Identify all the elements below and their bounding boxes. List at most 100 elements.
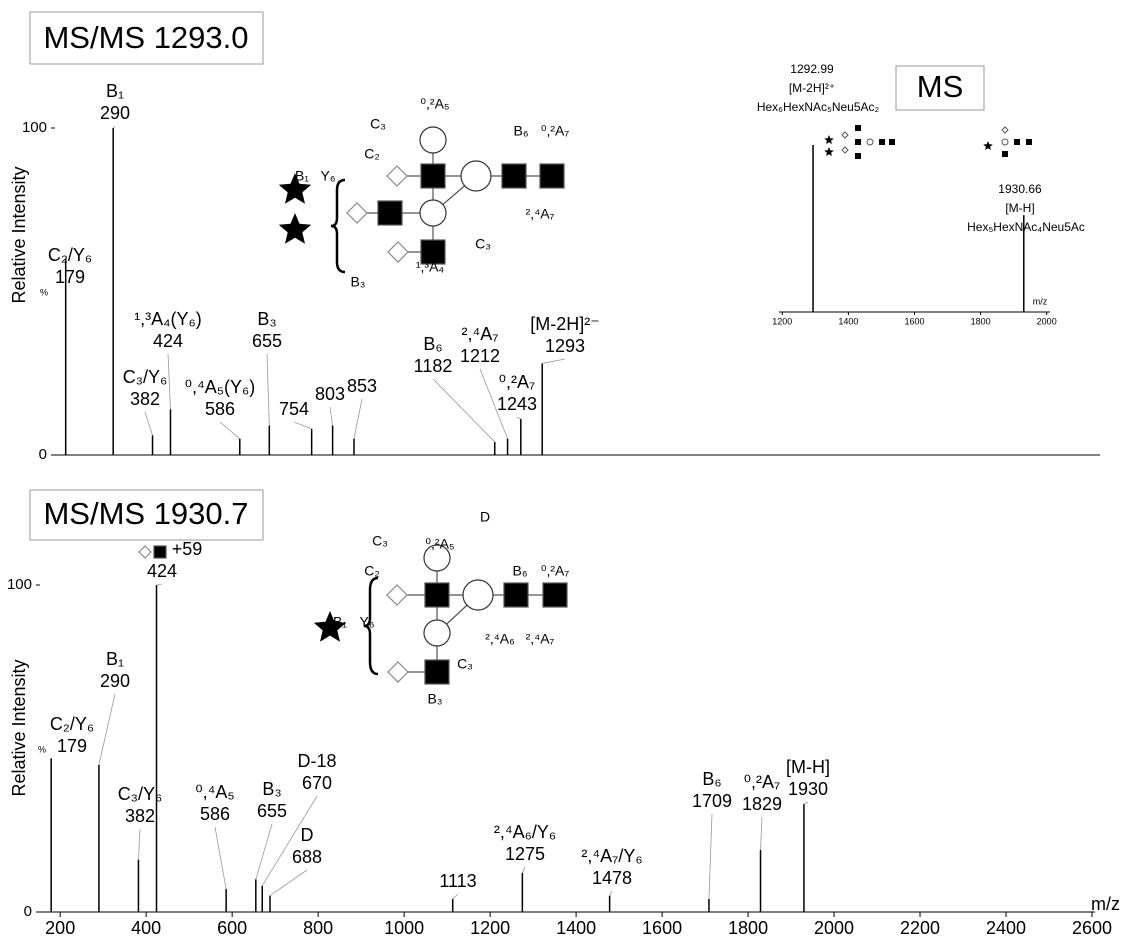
glycan-bonds (357, 140, 552, 253)
fragment-label: C₃ (370, 116, 386, 132)
fragment-label: C₃ (475, 236, 491, 252)
galactose (138, 545, 409, 683)
leader-line (219, 421, 241, 439)
hexnac (1014, 139, 1020, 145)
fragment-label: ¹,³A₄ (416, 259, 445, 275)
fragment-label: Y₆ (321, 168, 336, 184)
x-tick-label: 2000 (814, 918, 854, 938)
x-axis-label: m/z (1033, 296, 1048, 306)
sialic-acid-star (278, 213, 312, 244)
peak-mz-label: 179 (57, 736, 87, 756)
x-axis-label: m/z (1091, 894, 1120, 914)
hexnac (855, 153, 861, 159)
peak-mz-label: 424 (147, 561, 177, 581)
peak-mz-label: 1243 (497, 394, 537, 414)
hexose (1001, 138, 1009, 146)
fragment-label: C₃ (372, 533, 388, 549)
leader-line (432, 378, 496, 443)
x-tick-label: 1200 (772, 316, 792, 326)
hexose (423, 544, 451, 572)
peak-annotation: ²,⁴A₆/Y₆ (494, 822, 556, 842)
hexose (419, 199, 447, 227)
peak-mz-label: 655 (257, 801, 287, 821)
hexose (462, 579, 494, 611)
galactose (346, 165, 409, 263)
peak-mz-label: 670 (302, 773, 332, 793)
glycan-structures (138, 126, 568, 685)
peak-annotation: C₂/Y₆ (48, 245, 92, 265)
hexnac (889, 139, 895, 145)
x-tick-label: 1400 (838, 316, 858, 326)
y-unit-label: % (40, 287, 48, 297)
chart-title: MS/MS 1930.7 (43, 496, 248, 531)
y-tick-label: 100 (22, 119, 47, 136)
peak-mz-label: 1292.99 (790, 62, 834, 76)
peak-mz-label: 1212 (460, 346, 500, 366)
x-tick-label: 600 (217, 918, 247, 938)
x-tick-label: 400 (131, 918, 161, 938)
leader-line (708, 813, 713, 899)
peak-mz-label: 655 (252, 331, 282, 351)
title-box (29, 11, 264, 65)
peak-mz-label: 290 (100, 671, 130, 691)
fragment-label: Y₆ (360, 614, 375, 630)
x-tick-label: 1400 (556, 918, 596, 938)
leader-line (98, 693, 116, 765)
fragment-label: B₆ (513, 563, 528, 579)
hexose (460, 160, 492, 192)
peak-annotation: C₃/Y₆ (123, 367, 168, 387)
x-tick-label: 2200 (900, 918, 940, 938)
leader-line (542, 358, 566, 364)
fragment-label: C₂ (364, 146, 380, 162)
y-tick-label: 0 (24, 903, 32, 920)
leader-line (479, 368, 508, 439)
fragment-label: B₃ (427, 691, 442, 707)
x-tick-label: 1600 (642, 918, 682, 938)
leader-line (255, 823, 273, 880)
leader-line (353, 398, 363, 439)
x-tick-label: 2600 (1072, 918, 1112, 938)
fragment-label: B₃ (350, 274, 365, 290)
hexnac (420, 163, 446, 189)
peak-mz-label: 1478 (592, 868, 632, 888)
galactose (1001, 126, 1009, 134)
y-axis-label: Relative Intensity (9, 659, 29, 796)
peak-annotation: D-18 (297, 751, 336, 771)
peak-annotation: +59 (172, 539, 203, 559)
x-tick-label: 1200 (470, 918, 510, 938)
peak-mz-label: 1293 (545, 336, 585, 356)
hexnac (501, 163, 527, 189)
leader-line (167, 353, 171, 410)
leader-line (144, 411, 153, 436)
x-tick-label: 800 (303, 918, 333, 938)
leader-line (156, 583, 163, 586)
hexnac (855, 139, 861, 145)
leader-line (261, 795, 318, 887)
peak-mz-label: 382 (130, 389, 160, 409)
peak-annotation: D (301, 825, 314, 845)
leader-line (266, 353, 270, 426)
peak-annotation: ⁰,⁴A₅(Y₆) (185, 377, 255, 397)
leader-line (293, 421, 312, 430)
fragment-label: B₁ (333, 614, 347, 630)
hexnac (542, 582, 568, 608)
glycan-bonds (397, 558, 555, 673)
peak-annotation: C₃/Y₆ (118, 784, 163, 804)
hexnac (879, 139, 885, 145)
peak-mz-label: 853 (347, 376, 377, 396)
leader-line (138, 828, 141, 860)
peak-mz-label: 754 (279, 399, 309, 419)
x-tick-label: 1800 (971, 316, 991, 326)
peak-annotation: ⁰,⁴A₅ (195, 782, 234, 802)
fragment-label: ²,⁴A₇ (526, 206, 555, 222)
hexnac (377, 200, 403, 226)
hexnac (420, 239, 446, 265)
peak-annotation: B₁ (106, 649, 124, 669)
fragment-label: B₁ (295, 168, 309, 184)
fragment-label: C₃ (457, 656, 473, 672)
peak-mz-label: 1829 (742, 794, 782, 814)
leader-line (214, 826, 227, 890)
peak-annotation: ¹,³A₄(Y₆) (134, 309, 202, 329)
peak-mz-label: 1930 (788, 779, 828, 799)
